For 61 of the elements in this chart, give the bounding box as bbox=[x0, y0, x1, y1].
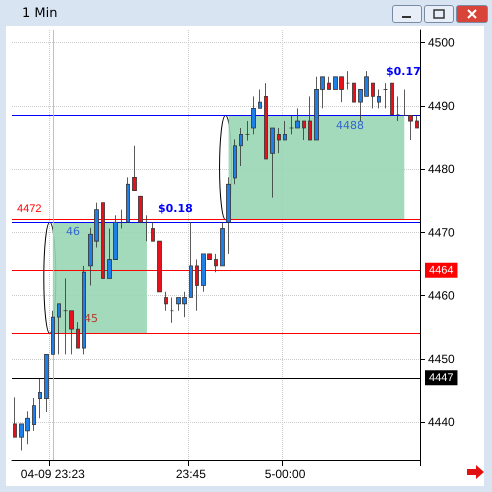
candlestick bbox=[120, 209, 124, 229]
candlestick bbox=[308, 96, 312, 140]
candlestick bbox=[220, 222, 225, 266]
y-tick-label: 4500 bbox=[428, 36, 456, 50]
annotation: 46 bbox=[66, 225, 80, 238]
candlestick bbox=[101, 202, 105, 279]
candlestick bbox=[239, 128, 243, 166]
y-tick-label: 4440 bbox=[428, 415, 456, 430]
candlestick bbox=[51, 310, 55, 355]
candlestick bbox=[383, 82, 388, 109]
candlestick bbox=[346, 70, 350, 90]
candlestick bbox=[371, 82, 375, 109]
candlestick bbox=[415, 114, 419, 128]
candlestick bbox=[132, 145, 137, 192]
candlestick bbox=[352, 82, 356, 102]
candlestick bbox=[157, 240, 162, 292]
y-tick-label: 4450 bbox=[428, 352, 456, 366]
y-tick-label: 4460 bbox=[428, 288, 456, 303]
y-tick-label: 4480 bbox=[428, 162, 456, 176]
candlestick bbox=[57, 303, 61, 355]
candlestick bbox=[38, 378, 42, 419]
x-tick-label: 5-00:00 bbox=[264, 467, 306, 481]
y-tick-label: 4470 bbox=[428, 225, 456, 240]
candlestick bbox=[145, 214, 149, 242]
candlestick bbox=[233, 138, 237, 185]
annotation: $0.18 bbox=[158, 202, 193, 215]
candlestick bbox=[170, 297, 174, 324]
x-tick-label: 23:45 bbox=[176, 467, 206, 481]
annotation: $0.17 bbox=[386, 65, 421, 78]
x-tick-label: 04-09 23:23 bbox=[20, 467, 86, 481]
chart-title: 1 Min bbox=[22, 6, 58, 21]
candlestick bbox=[264, 82, 268, 160]
candlestick bbox=[396, 96, 400, 122]
candlestick bbox=[13, 396, 17, 438]
candlestick bbox=[270, 128, 275, 198]
candlestick bbox=[151, 222, 155, 242]
ref-line-label: 4472 bbox=[17, 203, 42, 216]
candlestick bbox=[327, 76, 331, 90]
candlestick bbox=[189, 222, 193, 298]
y-tick-label: 4490 bbox=[428, 98, 456, 113]
candlestick bbox=[195, 259, 199, 312]
candlestick bbox=[214, 253, 218, 273]
candlestick bbox=[302, 120, 306, 140]
candlestick bbox=[258, 89, 262, 109]
ref-line-label: 4464 bbox=[429, 264, 454, 276]
candlestick bbox=[76, 322, 80, 348]
candlestick bbox=[82, 265, 86, 355]
candlestick bbox=[138, 196, 143, 223]
candlestick bbox=[226, 176, 231, 254]
candlestick bbox=[44, 354, 49, 412]
candlestick bbox=[32, 398, 36, 432]
candlestick bbox=[126, 176, 130, 223]
ref-line-label: 4447 bbox=[429, 372, 454, 384]
candlestick bbox=[377, 89, 381, 109]
candlestick bbox=[164, 291, 168, 312]
candlestick bbox=[390, 82, 394, 116]
candlestick bbox=[277, 128, 281, 154]
candlestick bbox=[245, 120, 250, 142]
annotation: 4488 bbox=[336, 119, 364, 132]
candlestick bbox=[283, 120, 287, 140]
candlestick bbox=[251, 96, 256, 135]
